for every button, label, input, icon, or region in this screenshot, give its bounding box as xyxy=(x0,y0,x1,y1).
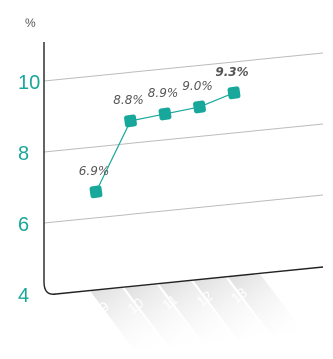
category-band-11 xyxy=(159,280,235,343)
data-label-09: 6.9% xyxy=(79,164,110,178)
gridline-10 xyxy=(43,52,324,82)
series-line xyxy=(95,92,235,193)
data-labels: 6.9% 8.8% 8.9% 9.0%9.3% xyxy=(79,65,249,178)
data-label-12: 9.0% xyxy=(182,79,213,93)
gridline-6 xyxy=(43,194,324,224)
y-axis-line xyxy=(43,42,324,295)
data-point-13 xyxy=(227,86,241,100)
data-label-11: 8.9% xyxy=(148,86,179,100)
category-bands xyxy=(90,274,304,350)
data-label-13: 9.3% xyxy=(215,65,248,79)
y-axis-ticks: 4 6 8 10 xyxy=(18,72,40,307)
gridline-8 xyxy=(43,123,324,153)
category-band-09 xyxy=(90,287,166,350)
data-point-10 xyxy=(124,114,137,128)
axes xyxy=(43,42,324,295)
data-points xyxy=(89,86,241,199)
y-tick-label: 8 xyxy=(18,143,29,165)
data-point-11 xyxy=(158,107,172,121)
category-band-12 xyxy=(193,277,270,340)
gridlines xyxy=(43,52,324,224)
series-line-layer xyxy=(95,92,235,193)
data-label-10: 8.8% xyxy=(113,93,144,107)
y-unit-label: % xyxy=(25,16,36,30)
category-band-10 xyxy=(124,284,201,347)
y-tick-label: 6 xyxy=(18,214,29,236)
data-point-09 xyxy=(89,185,103,199)
y-tick-label: 10 xyxy=(18,72,40,94)
data-point-12 xyxy=(193,100,206,114)
y-tick-label: 4 xyxy=(18,285,29,307)
category-band-13 xyxy=(228,274,304,336)
